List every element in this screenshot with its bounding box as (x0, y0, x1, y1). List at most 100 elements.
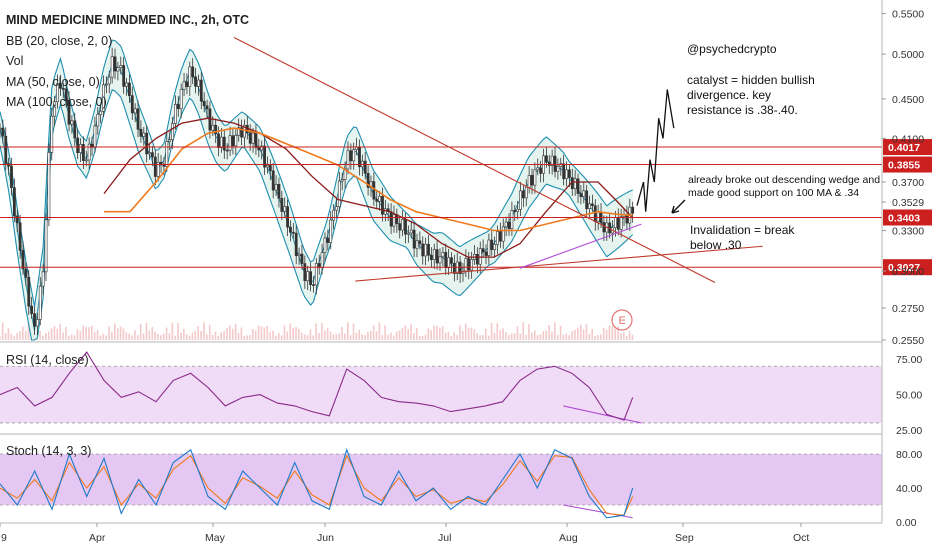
candle-body (145, 132, 149, 155)
candle-body (24, 268, 28, 278)
candle-body (21, 250, 25, 270)
level-badge (883, 139, 932, 156)
candle-body (122, 65, 126, 87)
volume-bar (352, 323, 355, 340)
candle-body (519, 190, 522, 210)
candle-body (139, 128, 143, 137)
volume-bar (16, 333, 18, 340)
level-badge (883, 209, 932, 226)
volume-bar (358, 329, 361, 340)
volume-bar (68, 335, 70, 340)
volume-bar (229, 325, 231, 340)
volume-bar (62, 332, 64, 340)
candle-body (125, 82, 128, 87)
volume-bar (19, 331, 21, 340)
candle-body (579, 193, 583, 197)
volume-bar (545, 330, 547, 340)
level-badge-label: 0.3027 (888, 262, 920, 274)
candle-body (151, 152, 154, 158)
volume-bar (438, 327, 441, 340)
volume-bar (180, 332, 182, 340)
candle-body (136, 108, 140, 130)
candle-body (231, 135, 235, 147)
volume-bar (116, 328, 119, 340)
price-tick-label: 0.2750 (892, 303, 924, 315)
volume-bar (183, 328, 185, 340)
volume-bar (401, 327, 404, 340)
candle-body (550, 155, 554, 166)
stoch-band (0, 454, 882, 505)
volume-bar (591, 328, 594, 340)
volume-bar (490, 323, 493, 340)
volume-bar (381, 334, 384, 340)
candle-body (202, 100, 206, 107)
volume-bar (318, 333, 320, 340)
candle-body (510, 210, 514, 229)
earnings-marker-icon[interactable] (611, 309, 633, 331)
candle-body (415, 240, 419, 249)
candle-body (404, 219, 407, 235)
volume-bar (286, 331, 289, 340)
candle-body (168, 139, 172, 142)
volume-bar (139, 323, 142, 340)
candle-body (58, 83, 62, 89)
volume-bar (177, 323, 179, 340)
candle-body (470, 259, 474, 271)
volume-bar (249, 335, 251, 340)
candle-body (576, 178, 580, 194)
candle-body (50, 115, 54, 153)
volume-bar (145, 322, 148, 340)
candle-body (562, 163, 566, 180)
price-tick-label: 0.3300 (892, 226, 924, 238)
volume-bar (430, 330, 432, 340)
volume-bar (243, 335, 246, 340)
volume-bar (513, 333, 516, 340)
volume-bar (372, 325, 375, 340)
candle-body (340, 179, 344, 182)
candle-body (41, 271, 45, 287)
candle-body (99, 110, 103, 115)
volume-bar (300, 332, 303, 340)
candle-body (12, 187, 16, 217)
candle-body (81, 144, 85, 161)
candle-body (444, 252, 448, 269)
volume-bar (533, 330, 536, 340)
volume-bar (579, 324, 582, 340)
bollinger-band-fill (0, 40, 633, 340)
candle-body (536, 167, 540, 171)
candle-body (335, 206, 338, 211)
volume-bar (295, 327, 297, 340)
candle-body (1, 127, 5, 137)
volume-bar (436, 326, 438, 340)
rsi-line (0, 351, 634, 421)
volume-bar (559, 325, 562, 340)
volume-bar (108, 326, 110, 340)
candle-body (406, 232, 410, 235)
volume-bar (536, 334, 539, 340)
candle-body (142, 132, 146, 137)
candle-body (156, 161, 160, 177)
candle-body (271, 170, 275, 191)
candle-body (585, 190, 589, 209)
volume-bar (188, 335, 191, 340)
candle-body (268, 165, 272, 172)
volume-bar (79, 331, 82, 340)
candle-body (412, 229, 416, 249)
candle-body (133, 108, 137, 114)
candle-body (113, 56, 117, 72)
volume-bar (447, 331, 450, 340)
volume-bar (157, 333, 159, 340)
candle-body (484, 251, 488, 256)
candle-body (179, 88, 183, 110)
volume-bar (99, 335, 102, 340)
candle-body (283, 206, 287, 212)
volume-bar (404, 325, 407, 340)
volume-bar (398, 330, 401, 340)
volume-bar (614, 328, 617, 340)
price-tick-label: 0.3529 (892, 197, 924, 209)
volume-bar (585, 323, 588, 340)
price-tick-label: 0.3000 (892, 266, 924, 278)
time-tick-label: 9 (1, 532, 7, 544)
volume-bar (450, 335, 453, 340)
volume-bar (390, 332, 392, 340)
